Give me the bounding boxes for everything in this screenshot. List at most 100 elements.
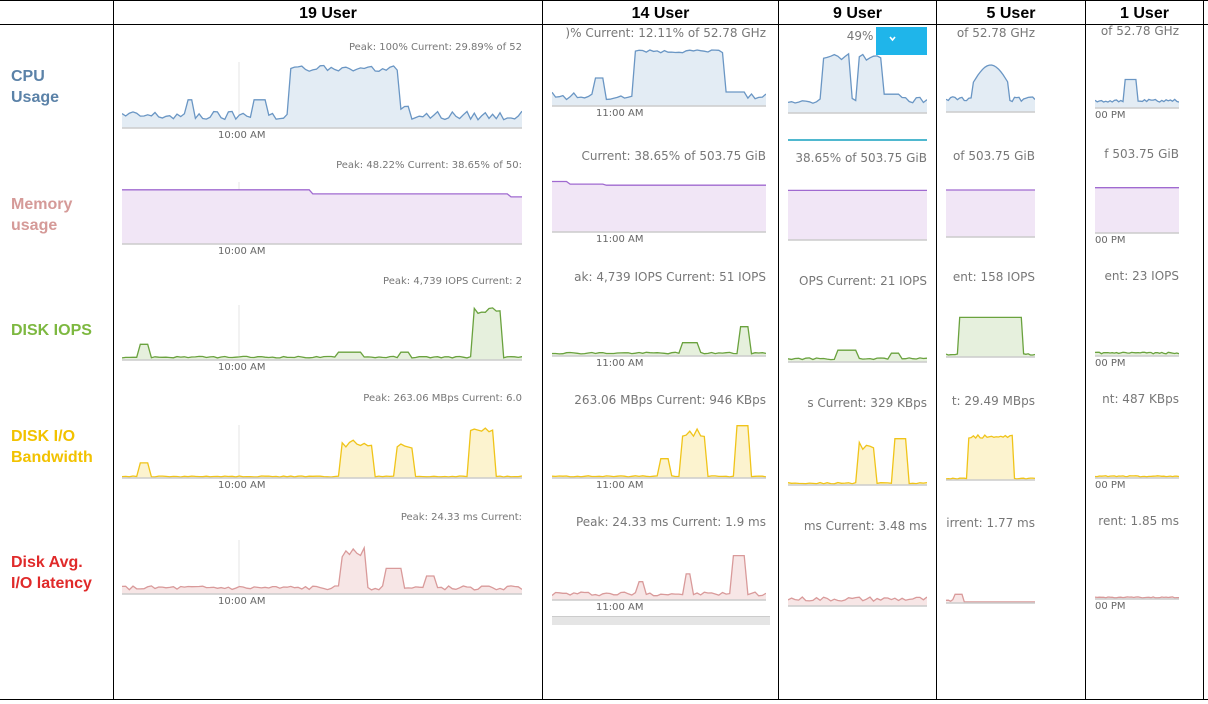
chart-line <box>788 349 927 361</box>
chart-line <box>788 596 927 602</box>
chart-area <box>946 435 1035 480</box>
chart-memory-c4r1 <box>1095 187 1179 234</box>
chart-line <box>552 554 766 597</box>
col-divider-0 <box>113 0 114 700</box>
chart-line <box>1095 475 1179 478</box>
chart-line <box>122 189 522 198</box>
chart-bandwidth-c1r3 <box>552 425 766 479</box>
chart-line <box>552 425 766 478</box>
col-divider-2 <box>778 0 779 700</box>
chart-iops-c2r2 <box>788 349 927 363</box>
chart-time-label-c1r2: 11:00 AM <box>596 358 644 369</box>
chart-line <box>122 545 522 591</box>
chart-latency-c0r4 <box>122 540 522 595</box>
chart-cpu-c2r0 <box>788 52 927 114</box>
chart-info-c2r3: s Current: 329 KBps <box>807 396 927 410</box>
chart-line <box>1095 351 1179 355</box>
chart-cpu-c3r0 <box>946 64 1035 113</box>
chevron-down-icon <box>889 36 896 42</box>
chart-info-c0r2: Peak: 4,739 IOPS Current: 2 <box>383 276 522 287</box>
chart-memory-c3r1 <box>946 189 1035 238</box>
chart-memory-c1r1 <box>552 180 766 233</box>
chart-time-label-c0r2: 10:00 AM <box>218 362 266 373</box>
chart-time-label-c4r2: 00 PM <box>1095 358 1126 369</box>
chart-area <box>1095 187 1179 233</box>
chart-bandwidth-c4r3 <box>1095 475 1179 479</box>
chart-info-c2r1: 38.65% of 503.75 GiB <box>795 151 927 165</box>
chart-line <box>552 180 766 186</box>
chart-time-label-c1r3: 11:00 AM <box>596 480 644 491</box>
chart-area <box>788 350 927 362</box>
chart-info-c3r2: ent: 158 IOPS <box>952 270 1035 284</box>
chart-time-label-c1r1: 11:00 AM <box>596 234 644 245</box>
chart-line <box>552 326 766 355</box>
col-divider-5 <box>1203 0 1204 700</box>
chart-info-c4r3: nt: 487 KBps <box>1102 392 1179 406</box>
chart-area <box>946 317 1035 357</box>
chart-iops-c3r2 <box>946 316 1035 358</box>
chart-memory-c0r1 <box>122 182 522 245</box>
table-header-divider <box>0 24 1208 25</box>
chart-scrollbar[interactable] <box>552 616 770 625</box>
row-label-memory-usage: Memory usage <box>11 196 73 234</box>
chart-area <box>788 597 927 606</box>
chart-time-label-c4r1: 00 PM <box>1095 235 1126 246</box>
chart-iops-c1r2 <box>552 326 766 357</box>
chart-selection-underline <box>788 139 927 141</box>
chart-line <box>122 427 522 478</box>
col-divider-3 <box>936 0 937 700</box>
chart-area <box>122 428 522 478</box>
table-bottom-border <box>0 699 1208 700</box>
chart-time-label-c0r0: 10:00 AM <box>218 130 266 141</box>
chart-info-c3r4: irrent: 1.77 ms <box>946 516 1035 530</box>
chart-area <box>122 189 522 244</box>
chart-iops-c4r2 <box>1095 351 1179 357</box>
row-label-disk-iops: DISK IOPS <box>11 322 92 339</box>
chart-info-c4r4: rent: 1.85 ms <box>1098 514 1179 528</box>
chart-info-c0r0: Peak: 100% Current: 29.89% of 52 <box>348 42 522 53</box>
chart-info-c1r3: 263.06 MBps Current: 946 KBps <box>574 393 766 407</box>
chart-info-c1r0: )% Current: 12.11% of 52.78 GHz <box>565 26 766 40</box>
chart-area <box>552 326 766 356</box>
chart-info-c4r1: f 503.75 GiB <box>1104 147 1179 161</box>
chart-info-c1r4: Peak: 24.33 ms Current: 1.9 ms <box>575 515 766 529</box>
chart-line <box>1095 78 1179 103</box>
chart-cpu-c0r0 <box>122 62 522 129</box>
chart-area <box>552 181 766 232</box>
chart-iops-c0r2 <box>122 305 522 361</box>
chart-line <box>1095 596 1179 599</box>
chart-area <box>122 65 522 128</box>
chart-latency-c1r4 <box>552 554 766 601</box>
chart-area <box>946 65 1035 112</box>
chart-time-label-c0r1: 10:00 AM <box>218 246 266 257</box>
chart-info-c0r1: Peak: 48.22% Current: 38.65% of 50: <box>336 160 522 171</box>
column-header-14-user: 14 User <box>631 5 690 22</box>
chart-line <box>788 52 927 104</box>
chart-info-c1r1: Current: 38.65% of 503.75 GiB <box>581 149 766 163</box>
chart-time-label-c1r0: 11:00 AM <box>596 108 644 119</box>
chart-info-c4r2: ent: 23 IOPS <box>1104 269 1179 283</box>
row-label-cpu-usage: CPU Usage <box>11 68 60 106</box>
chart-latency-c4r4 <box>1095 596 1179 600</box>
row-label-disk-latency: Disk Avg. I/O latency <box>11 554 92 592</box>
chart-info-c1r2: ak: 4,739 IOPS Current: 51 IOPS <box>574 270 766 284</box>
chart-area <box>552 50 766 106</box>
chart-area <box>122 307 522 360</box>
column-header-1-user: 1 User <box>1120 5 1169 22</box>
chart-time-label-c4r0: 00 PM <box>1095 110 1126 121</box>
chart-options-dropdown-button[interactable] <box>876 27 927 55</box>
chart-area <box>946 190 1035 237</box>
column-header-9-user: 9 User <box>833 5 882 22</box>
chart-latency-c2r4 <box>788 596 927 607</box>
chart-info-c0r4: Peak: 24.33 ms Current: <box>400 512 522 523</box>
chart-cpu-c4r0 <box>1095 78 1179 109</box>
chart-area <box>788 190 927 240</box>
chart-bandwidth-c3r3 <box>946 433 1035 481</box>
chart-line <box>552 49 766 101</box>
column-header-19-user: 19 User <box>299 5 357 22</box>
chart-area <box>122 547 522 594</box>
chart-memory-c2r1 <box>788 189 927 241</box>
chart-line <box>946 433 1035 480</box>
col-divider-4 <box>1085 0 1086 700</box>
chart-info-c2r2: OPS Current: 21 IOPS <box>799 274 927 288</box>
